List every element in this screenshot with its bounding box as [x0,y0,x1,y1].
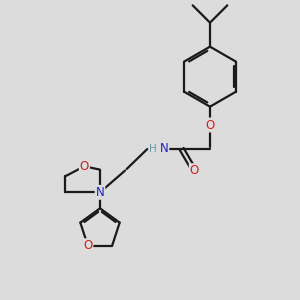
Text: O: O [80,160,89,173]
Text: N: N [96,186,104,199]
Text: O: O [83,239,92,252]
Text: H: H [149,144,157,154]
Text: N: N [160,142,168,155]
Text: O: O [190,164,199,177]
Text: O: O [206,118,214,131]
